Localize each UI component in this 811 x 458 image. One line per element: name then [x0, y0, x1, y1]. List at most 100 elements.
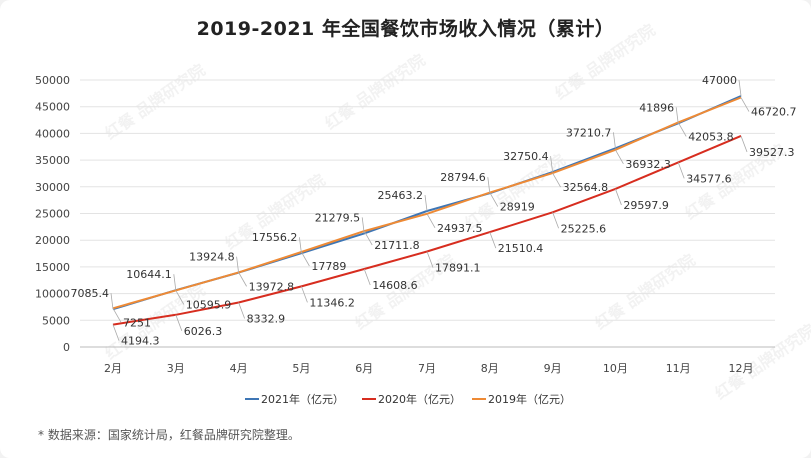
- leader-line: [110, 293, 114, 310]
- leader-line: [740, 135, 748, 153]
- data-label-2019: 13972.8: [249, 280, 295, 293]
- leader-line: [489, 231, 497, 249]
- leader-line: [175, 314, 183, 331]
- leader-line: [363, 230, 373, 246]
- x-tick-label: 11月: [666, 362, 691, 375]
- leader-line: [175, 290, 185, 305]
- data-label-2021: 17556.2: [252, 231, 298, 244]
- legend-label: 2021年（亿元）: [261, 392, 344, 406]
- data-label-2019: 7251: [123, 316, 151, 329]
- chart-title: 2019-2021 年全国餐饮市场收入情况（累计）: [196, 18, 615, 40]
- leader-line: [361, 217, 365, 234]
- leader-line: [552, 212, 559, 229]
- leader-line: [426, 213, 436, 229]
- leader-line: [173, 274, 177, 291]
- y-tick-label: 30000: [35, 181, 70, 194]
- leader-line: [426, 251, 434, 268]
- x-tick-label: 4月: [230, 362, 248, 375]
- source-note: * 数据来源：国家统计局，红餐品牌研究院整理。: [38, 428, 300, 442]
- leader-line: [677, 122, 687, 137]
- y-tick-label: 10000: [35, 288, 70, 301]
- y-tick-label: 25000: [35, 208, 70, 221]
- y-tick-label: 35000: [35, 154, 70, 167]
- data-label-2019: 28919: [500, 201, 535, 214]
- data-label-2020: 25225.6: [561, 222, 607, 235]
- leader-line: [740, 97, 750, 112]
- leader-line: [552, 172, 561, 188]
- data-label-2021: 32750.4: [503, 150, 549, 163]
- y-tick-label: 40000: [35, 127, 70, 140]
- legend-label: 2020年（亿元）: [378, 392, 461, 406]
- data-label-2020: 39527.3: [749, 146, 795, 159]
- leader-line: [301, 286, 308, 303]
- leader-line: [112, 308, 122, 323]
- watermark-text: 红餐 品牌研究院: [101, 280, 208, 363]
- y-tick-label: 0: [63, 341, 70, 354]
- data-label-2021: 25463.2: [378, 189, 424, 202]
- legend-label: 2019年（亿元）: [488, 392, 571, 406]
- leader-line: [236, 256, 239, 273]
- data-label-2021: 10644.1: [126, 268, 172, 281]
- watermark-text: 红餐 品牌研究院: [711, 320, 811, 403]
- leader-line: [301, 251, 310, 267]
- data-label-2020: 29597.9: [623, 199, 669, 212]
- leader-line: [615, 188, 622, 206]
- data-label-2021: 37210.7: [566, 126, 612, 139]
- data-label-2019: 32564.8: [563, 181, 609, 194]
- x-tick-label: 9月: [544, 362, 562, 375]
- x-tick-label: 2月: [104, 362, 122, 375]
- leader-line: [424, 194, 428, 212]
- data-label-2020: 6026.3: [184, 325, 223, 338]
- data-label-2020: 14608.6: [372, 279, 418, 292]
- leader-line: [112, 324, 120, 341]
- data-label-2019: 10595.9: [186, 298, 232, 311]
- x-tick-label: 12月: [729, 362, 754, 375]
- x-tick-label: 6月: [355, 362, 373, 375]
- x-tick-label: 7月: [418, 362, 436, 375]
- data-label-2019: 46720.7: [751, 106, 797, 119]
- x-tick-label: 5月: [292, 362, 310, 375]
- leader-line: [615, 149, 624, 164]
- leader-line: [238, 302, 245, 319]
- data-label-2019: 42053.8: [688, 130, 734, 143]
- watermark-text: 红餐 品牌研究院: [321, 50, 428, 133]
- y-tick-label: 45000: [35, 101, 70, 114]
- leader-line: [299, 237, 302, 254]
- y-tick-label: 15000: [35, 261, 70, 274]
- data-label-2021: 7085.4: [71, 287, 110, 300]
- x-tick-label: 3月: [167, 362, 185, 375]
- data-label-2021: 41896: [639, 101, 674, 114]
- x-tick-label: 10月: [603, 362, 628, 375]
- data-label-2020: 34577.6: [686, 172, 732, 185]
- data-label-2021: 47000: [702, 74, 737, 87]
- watermark-text: 红餐 品牌研究院: [551, 20, 658, 103]
- leader-line: [238, 272, 247, 287]
- leader-line: [363, 268, 371, 286]
- leader-line: [613, 132, 616, 149]
- data-label-2019: 24937.5: [437, 222, 483, 235]
- data-label-2020: 11346.2: [309, 296, 355, 309]
- data-label-2021: 28794.6: [440, 171, 486, 184]
- watermark-text: 红餐 品牌研究院: [101, 60, 208, 143]
- data-label-2020: 17891.1: [435, 261, 481, 274]
- watermark-text: 红餐 品牌研究院: [591, 250, 698, 333]
- series-line-2019: [112, 96, 742, 310]
- leader-line: [675, 107, 679, 124]
- leader-line: [487, 177, 491, 194]
- data-label-2020: 4194.3: [121, 335, 160, 348]
- data-label-2019: 36932.3: [625, 158, 671, 171]
- y-tick-label: 50000: [35, 74, 70, 87]
- y-tick-label: 5000: [42, 314, 70, 327]
- leader-line: [738, 79, 742, 97]
- leader-line: [677, 162, 685, 179]
- data-label-2019: 21711.8: [374, 239, 420, 252]
- data-label-2020: 8332.9: [247, 313, 286, 326]
- y-tick-label: 20000: [35, 234, 70, 247]
- data-label-2021: 21279.5: [315, 211, 361, 224]
- x-tick-label: 8月: [481, 362, 499, 375]
- leader-line: [489, 192, 499, 207]
- data-label-2020: 21510.4: [498, 242, 544, 255]
- data-label-2021: 13924.8: [189, 251, 235, 264]
